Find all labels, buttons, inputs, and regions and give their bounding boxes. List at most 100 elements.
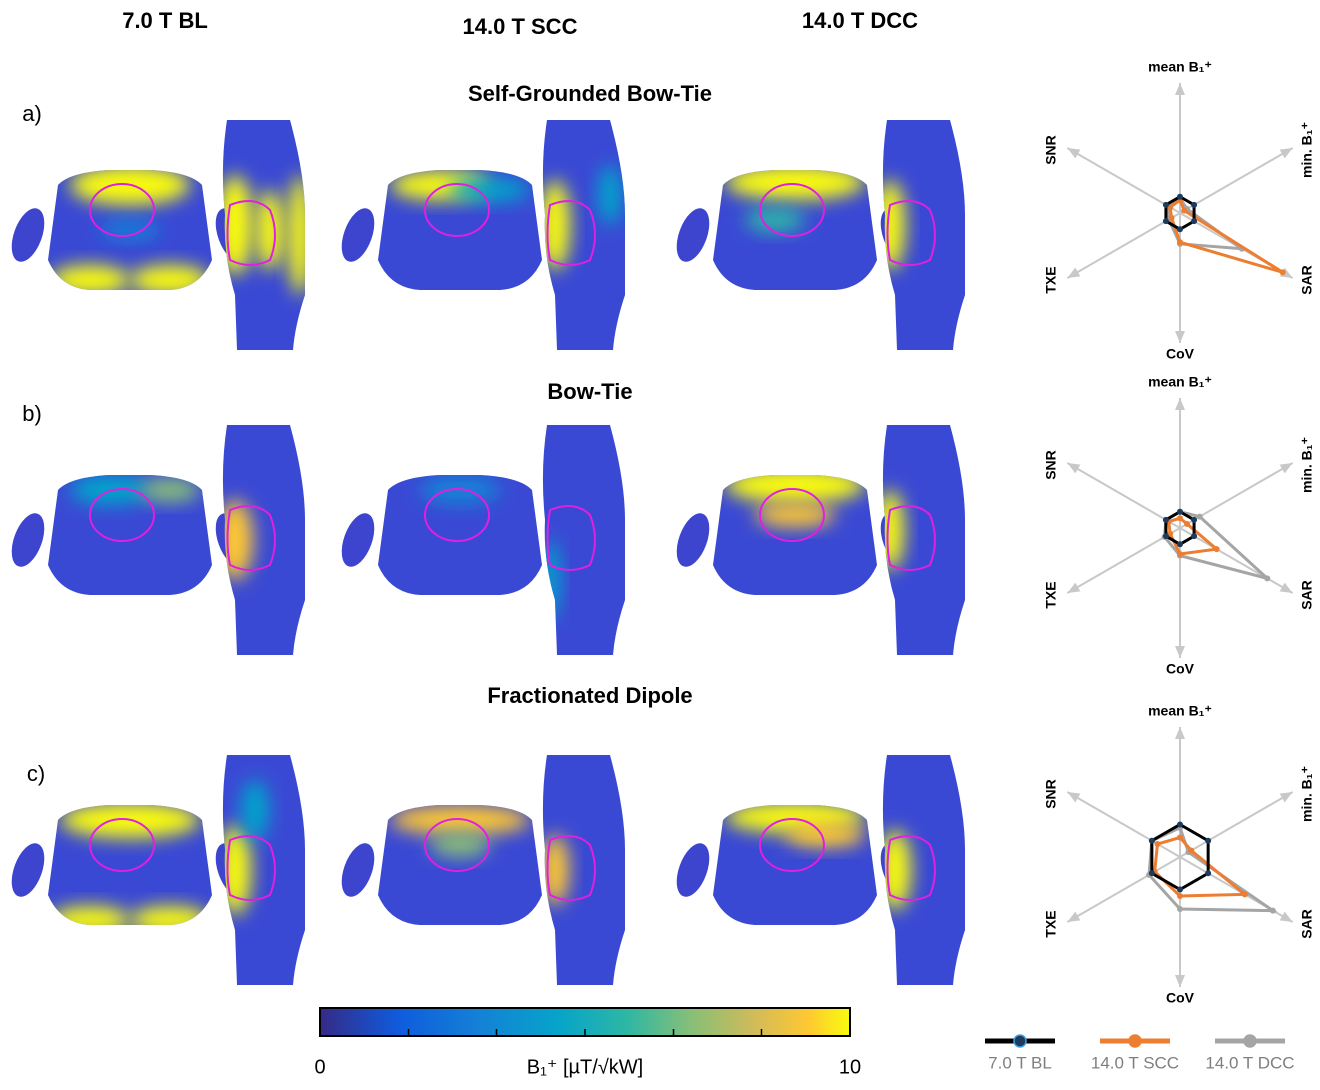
radar-axis-label: TXE (1043, 266, 1059, 293)
sagittal-map (535, 750, 635, 990)
sagittal-body (875, 420, 975, 660)
radar-point (1177, 515, 1183, 521)
hot-spot (130, 906, 210, 934)
hot-spot (241, 780, 269, 840)
side-lobe (5, 509, 50, 571)
axial-map (670, 465, 919, 605)
hot-spot (288, 175, 312, 295)
radar-point (1163, 218, 1169, 224)
radar-axis-label: TXE (1043, 910, 1059, 937)
radar-axis-label: min. B₁⁺ (1299, 122, 1315, 178)
side-lobe (5, 204, 50, 266)
radar-arrowhead (1067, 792, 1080, 802)
sagittal-map (875, 115, 975, 355)
radar-point (1191, 202, 1197, 208)
sagittal-map (535, 420, 635, 660)
hot-spot (540, 540, 560, 620)
radar-point (1177, 835, 1183, 841)
radar-axis-label: SAR (1299, 265, 1315, 295)
radar-axis-label: SNR (1043, 450, 1059, 480)
radar-axis (1180, 463, 1293, 528)
radar-point (1149, 838, 1155, 844)
radar-axis-label: min. B₁⁺ (1299, 766, 1315, 822)
radar-axis (1067, 463, 1180, 528)
radar-arrowhead (1280, 148, 1293, 158)
hot-spot (876, 490, 904, 570)
radar-point (1177, 551, 1183, 557)
hot-spot (50, 906, 130, 934)
side-lobe (670, 509, 715, 571)
radar-axis (1067, 213, 1180, 278)
column-header: 14.0 T DCC (802, 8, 918, 33)
sagittal-body (535, 115, 635, 355)
sagittal-body (215, 420, 315, 660)
radar-point (1154, 841, 1160, 847)
axial-body (370, 160, 550, 300)
radar-point (1177, 509, 1183, 515)
sagittal-map (215, 420, 315, 660)
radar-arrowhead (1067, 463, 1080, 473)
radar-point (1177, 906, 1183, 912)
axial-body (40, 795, 220, 935)
legend-marker (1129, 1035, 1141, 1047)
radar-arrowhead (1175, 646, 1185, 658)
sagittal-body (535, 750, 635, 990)
radar-point (1163, 517, 1169, 523)
radar-point (1205, 870, 1211, 876)
legend-marker (1014, 1035, 1026, 1047)
radar-arrowhead (1175, 398, 1185, 410)
radar-arrowhead (1067, 583, 1080, 593)
hot-spot (450, 178, 530, 202)
side-lobe (5, 839, 50, 901)
radar-arrowhead (1280, 583, 1293, 593)
column-header: 7.0 T BL (122, 8, 208, 33)
radar-axis (1180, 792, 1293, 857)
legend-label: 14.0 T SCC (1091, 1053, 1179, 1072)
radar-point (1177, 194, 1183, 200)
radar-point (1197, 514, 1203, 520)
radar-axis (1067, 148, 1180, 213)
sagittal-map (875, 750, 975, 990)
sagittal-map (875, 420, 975, 660)
radar-axis-label: SAR (1299, 909, 1315, 939)
radar-arrowhead (1175, 83, 1185, 95)
figure: 7.0 T BL 14.0 T SCC 14.0 T DCC Self-Grou… (0, 0, 1320, 1085)
side-lobe (670, 839, 715, 901)
hot-spot (50, 265, 130, 295)
row-label: c) (27, 761, 45, 786)
radar-point (1163, 202, 1169, 208)
radar-axis-label: SAR (1299, 580, 1315, 610)
side-lobe (335, 509, 380, 571)
radar-axis-label: SNR (1043, 135, 1059, 165)
axial-body (40, 465, 220, 605)
sagittal-body (535, 420, 635, 660)
sagittal-body (215, 115, 315, 355)
hot-spot (430, 833, 490, 857)
radar-point (1163, 533, 1169, 539)
sagittal-body (875, 115, 975, 355)
side-lobe (670, 204, 715, 266)
sagittal-map (215, 750, 315, 990)
colorbar-tick-label: 10 (839, 1056, 861, 1078)
axial-body (705, 160, 885, 300)
b1-maps (5, 115, 975, 990)
hot-spot (540, 180, 570, 270)
axial-map (5, 160, 254, 300)
axial-body (40, 160, 220, 300)
colorbar-tick-label: 0 (314, 1056, 325, 1078)
row-label: a) (22, 101, 42, 126)
hot-spot (785, 823, 865, 847)
colorbar-label: B₁⁺ [µT/√kW] (527, 1056, 643, 1078)
radar-axis-label: mean B₁⁺ (1148, 703, 1212, 719)
radar-arrowhead (1175, 975, 1185, 987)
sagittal-map (535, 115, 635, 355)
axial-body (370, 465, 550, 605)
radar-point (1264, 575, 1270, 581)
radar-arrowhead (1175, 727, 1185, 739)
radar-point (1177, 541, 1183, 547)
radar-axis-label: SNR (1043, 779, 1059, 809)
row-title: Fractionated Dipole (487, 683, 692, 708)
row-label: b) (22, 401, 42, 426)
sagittal-map (215, 115, 315, 355)
hot-spot (598, 165, 622, 225)
